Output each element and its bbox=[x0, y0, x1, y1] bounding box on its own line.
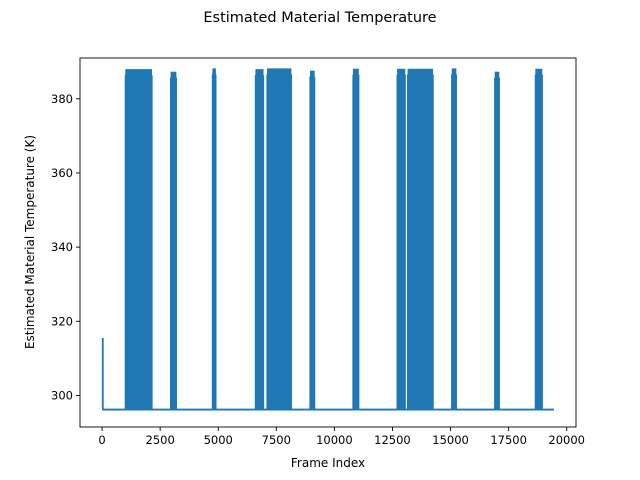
x-tick-label: 0 bbox=[98, 433, 105, 447]
series-burst-2 bbox=[170, 71, 177, 410]
x-tick-label: 15000 bbox=[432, 433, 469, 447]
x-tick-label: 20000 bbox=[548, 433, 585, 447]
y-tick-label: 360 bbox=[51, 166, 73, 180]
series-burst-10 bbox=[451, 68, 457, 410]
y-tick-label: 340 bbox=[51, 240, 73, 254]
y-tick-label: 300 bbox=[51, 388, 73, 402]
x-tick-label: 5000 bbox=[204, 433, 233, 447]
x-tick-label: 12500 bbox=[374, 433, 411, 447]
y-axis-label: Estimated Material Temperature (K) bbox=[23, 135, 37, 349]
y-tick-label: 320 bbox=[51, 314, 73, 328]
chart-title: Estimated Material Temperature bbox=[203, 10, 436, 26]
series-burst-7 bbox=[352, 68, 359, 410]
series-burst-6 bbox=[309, 70, 315, 410]
series-burst-4 bbox=[255, 69, 264, 410]
series-burst-3 bbox=[212, 68, 216, 410]
series-burst-9 bbox=[407, 68, 434, 410]
series-burst-5 bbox=[267, 68, 292, 410]
plot-area bbox=[101, 68, 554, 411]
x-tick-label: 2500 bbox=[146, 433, 175, 447]
series-burst-1 bbox=[125, 69, 153, 410]
axes-frame bbox=[79, 57, 577, 428]
y-axis-ticks: 300 320 340 360 380 bbox=[51, 92, 80, 402]
series-group bbox=[101, 68, 554, 411]
x-tick-label: 7500 bbox=[262, 433, 291, 447]
x-tick-label: 10000 bbox=[316, 433, 353, 447]
y-tick-label: 380 bbox=[51, 92, 73, 106]
x-tick-label: 17500 bbox=[490, 433, 527, 447]
series-burst-11 bbox=[494, 71, 500, 410]
x-axis-ticks: 0 2500 5000 7500 10000 12500 15000 17500 20000 bbox=[98, 427, 585, 447]
x-axis-label: Frame Index bbox=[291, 456, 365, 470]
series-burst-12 bbox=[535, 68, 543, 410]
series-burst-8 bbox=[397, 68, 406, 410]
